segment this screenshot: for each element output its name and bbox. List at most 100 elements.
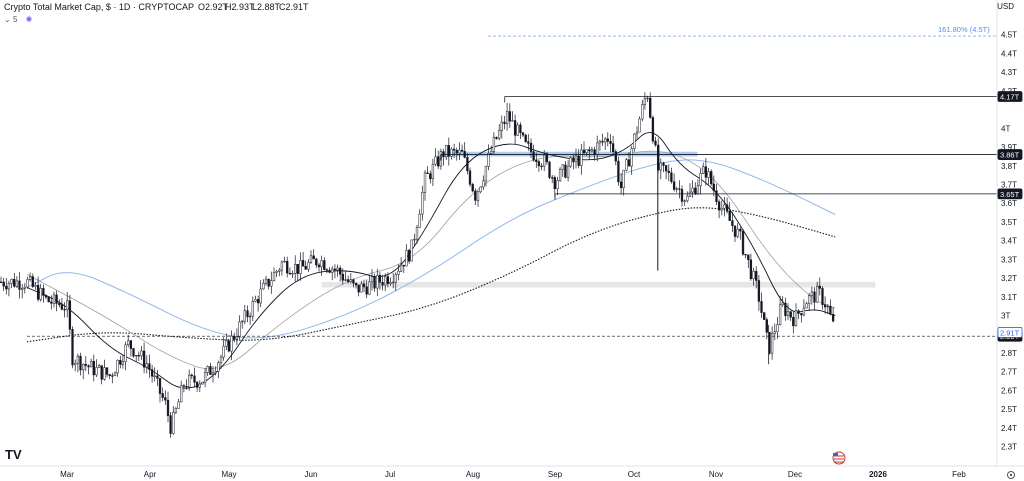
time-axis[interactable]: Mar Apr May Jun Jul Aug Sep Oct Nov Dec 2026 Feb (0, 465, 1024, 479)
candle-body (794, 310, 798, 327)
candle-body (113, 372, 117, 377)
candle-body (747, 254, 750, 261)
candle-body (551, 177, 554, 179)
candle-body (715, 190, 718, 203)
candle-body (614, 151, 617, 162)
candle-body (280, 261, 284, 271)
candle-body (450, 148, 453, 157)
candle-body (635, 131, 639, 135)
fib-161-label: 161.80% (4.5T) (938, 25, 990, 34)
candle-body (320, 260, 323, 268)
candle-body (121, 361, 125, 365)
candle-body (630, 148, 633, 167)
price-tick-label: 2.6T (1001, 386, 1017, 395)
candle-body (304, 265, 307, 270)
candle-body (468, 170, 472, 185)
candle-body (254, 299, 257, 302)
candle-body (537, 161, 541, 167)
time-tick-label: Aug (466, 470, 480, 479)
candle-body (577, 155, 580, 166)
candle-body (543, 154, 546, 167)
candle-body (524, 134, 527, 142)
candle-body (474, 190, 477, 201)
candle-body (540, 165, 543, 168)
candle-body (498, 130, 501, 139)
candle-body (21, 288, 24, 290)
candle-body (460, 149, 464, 152)
candle-body (657, 144, 660, 171)
candle-body (135, 355, 138, 357)
candle-body (619, 181, 623, 189)
candle-body (511, 120, 514, 122)
candle-body (725, 204, 729, 212)
settings-gear-icon[interactable] (1007, 471, 1015, 479)
chevron-down-icon: ⌄ (4, 15, 11, 24)
candle-body (384, 276, 387, 286)
candle-body (437, 156, 440, 167)
level-badge-3.86T-bg[interactable] (997, 149, 1023, 160)
candle-body (108, 374, 111, 376)
candle-body (23, 286, 26, 289)
candle-body (233, 335, 236, 340)
candle-body (28, 276, 32, 280)
candle-body (278, 269, 281, 272)
candle-body (646, 97, 649, 100)
candle-body (84, 363, 87, 366)
time-tick-label: Jun (305, 470, 318, 479)
candle-body (296, 264, 299, 274)
candle-body (731, 220, 734, 226)
price-tick-label: 3.5T (1001, 218, 1017, 227)
candle-body (792, 317, 795, 327)
price-tick-label: 3.4T (1001, 237, 1017, 246)
candle-body (712, 183, 715, 191)
candle-body (667, 170, 670, 173)
price-axis[interactable]: 2.3T 2.4T 2.5T 2.6T 2.7T 2.8T 3T 3.1T 3.2T 3.3T 3.… (996, 0, 1023, 466)
candle-body (410, 239, 413, 262)
candle-body (95, 367, 98, 376)
price-tick-label: 2.5T (1001, 405, 1017, 414)
sma-dotted-line (26, 207, 836, 343)
candle-body (386, 276, 390, 284)
candle-body (569, 157, 572, 167)
candle-body (611, 143, 615, 152)
candle-body (381, 282, 384, 286)
tradingview-logo[interactable]: TV (5, 447, 22, 462)
candle-body (156, 375, 159, 379)
current-price-badge: 2.91T (1000, 328, 1020, 337)
level-badge-4.17T-bg[interactable] (997, 91, 1023, 102)
candle-body (529, 142, 533, 152)
candle-body (10, 278, 13, 284)
candle-body (617, 160, 620, 183)
current-price-badge-bg[interactable] (997, 327, 1023, 338)
sma-slow-line (26, 159, 836, 339)
candle-body (763, 312, 766, 320)
price-tick-label: 2.3T (1001, 443, 1017, 452)
candle-body (333, 268, 337, 271)
candle-body (744, 253, 747, 256)
level-badge-3.65T-bg[interactable] (997, 188, 1023, 200)
candle-body (505, 111, 509, 125)
candlesticks (0, 92, 835, 438)
candle-body (26, 279, 29, 288)
candle-body (654, 140, 657, 146)
flag-icon[interactable] (832, 451, 846, 465)
candle-body (15, 280, 19, 287)
candle-body (662, 162, 665, 166)
candle-body (331, 268, 334, 273)
candle-body (564, 164, 567, 178)
currency-label[interactable]: USD (997, 2, 1014, 11)
price-tick-label: 4.3T (1001, 68, 1017, 77)
horizontal-levels[interactable]: 161.80% (4.5T) (27, 25, 998, 337)
candle-body (206, 366, 209, 373)
price-tick-label: 4.5T (1001, 31, 1017, 40)
indicator-toggle[interactable]: ⌄ 5 ✺ (4, 15, 32, 24)
candle-body (13, 278, 16, 287)
candle-body (209, 366, 212, 375)
candle-body (251, 301, 254, 317)
candle-body (627, 159, 631, 167)
candle-body (527, 141, 530, 144)
candle-body (336, 267, 339, 271)
candle-body (826, 305, 829, 308)
candle-body (36, 284, 40, 300)
